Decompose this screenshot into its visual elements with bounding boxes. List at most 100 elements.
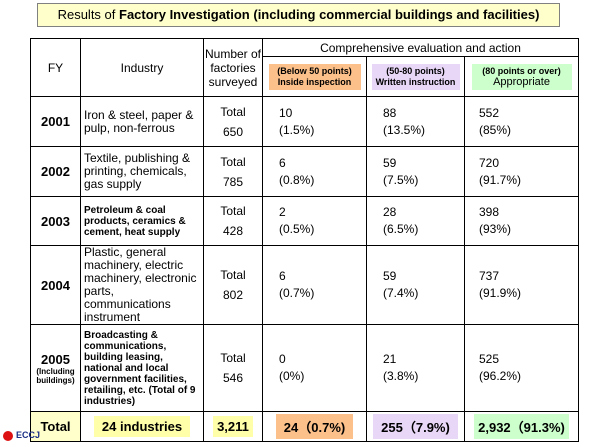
c3-count: 398	[479, 205, 500, 219]
c1-percent: (0.7%)	[279, 286, 315, 300]
total-c2: 255（7.9%)	[373, 414, 458, 439]
eccj-logo: ECCJ	[3, 430, 40, 441]
c1-cell: 10 (1.5%)	[262, 96, 367, 147]
total-value: 650	[222, 124, 244, 139]
industry-cell: Iron & steel, paper & pulp, non-ferrous	[80, 96, 204, 147]
fy-cell: 2001	[30, 96, 81, 147]
table-row: 2001 Iron & steel, paper & pulp, non-fer…	[30, 96, 579, 147]
table-row: 2002 Textile, publishing & printing, che…	[30, 146, 579, 197]
header-fy: FY	[30, 38, 81, 97]
c2-count: 28	[383, 205, 397, 219]
fy-cell: 2003	[30, 196, 81, 246]
c3-cell: 552 (85%)	[464, 96, 579, 147]
c1-count: 10	[279, 105, 293, 120]
header-number: Number of factories surveyed	[203, 38, 263, 97]
page-title: Results of Factory Investigation (includ…	[37, 3, 560, 27]
c2-percent: (6.5%)	[383, 222, 419, 236]
header-c3-b: Appropriate	[493, 75, 550, 88]
total-row: Total 24 industries 3,211 24（0.7%) 255（7…	[30, 411, 579, 442]
header-comprehensive: Comprehensive evaluation and action	[262, 38, 579, 57]
c2-percent: (7.5%)	[383, 172, 419, 187]
c2-percent: (13.5%)	[383, 122, 426, 137]
c3-count: 552	[479, 105, 500, 120]
c2-count: 59	[383, 155, 397, 170]
c3-percent: (85%)	[479, 122, 512, 137]
c2-cell: 59 (7.4%)	[366, 245, 465, 325]
c2-percent: (3.8%)	[383, 369, 419, 383]
c2-cell: 21 (3.8%)	[366, 324, 465, 412]
c1-cell: 0 (0%)	[262, 324, 367, 412]
fy-cell: 2004	[30, 245, 81, 325]
total-number: 3,211	[213, 416, 253, 437]
total-label: Total	[220, 268, 246, 282]
logo-text: ECCJ	[16, 430, 41, 440]
total-cell: Total 650	[203, 96, 263, 147]
industry-cell: Plastic, general machinery, electric mac…	[80, 245, 204, 325]
c3-cell: 525 (96.2%)	[464, 324, 579, 412]
table-row: 2005 (Including buildings) Broadcasting &…	[30, 324, 579, 412]
total-cell: Total 428	[203, 196, 263, 246]
title-bold: Factory Investigation (including commerc…	[119, 7, 540, 22]
industry-cell: Petroleum & coal products, ceramics & ce…	[80, 196, 204, 246]
c2-count: 59	[383, 269, 397, 283]
c1-count: 6	[279, 269, 286, 283]
fy-cell: 2002	[30, 146, 81, 197]
c3-percent: (96.2%)	[479, 369, 522, 383]
c1-count: 6	[279, 155, 286, 170]
c1-count: 0	[279, 352, 286, 366]
c1-percent: (0%)	[279, 369, 305, 383]
table-row: 2003 Petroleum & coal products, ceramics…	[30, 196, 579, 246]
c3-cell: 737 (91.9%)	[464, 245, 579, 325]
total-label: Total	[220, 154, 246, 169]
header-c3-a: (80 points or over)	[482, 65, 561, 76]
total-value: 546	[222, 371, 244, 385]
fy-value: 2004	[41, 277, 70, 293]
c1-count: 2	[279, 205, 286, 219]
c1-percent: (0.5%)	[279, 222, 315, 236]
fy-value: 2002	[41, 164, 70, 179]
fy-value: 2005	[41, 351, 70, 367]
total-cell: Total 546	[203, 324, 263, 412]
industry-cell: Textile, publishing & printing, chemical…	[80, 146, 204, 197]
industry-cell: Broadcasting & communications, building …	[80, 324, 204, 412]
c2-cell: 59 (7.5%)	[366, 146, 465, 197]
total-value: 428	[222, 224, 244, 238]
c2-cell: 88 (13.5%)	[366, 96, 465, 147]
logo-icon	[3, 430, 13, 441]
table-row: 2004 Plastic, general machinery, electri…	[30, 245, 579, 325]
fy-cell: 2005 (Including buildings)	[30, 324, 81, 412]
total-cell: Total 802	[203, 245, 263, 325]
c1-percent: (1.5%)	[279, 122, 315, 137]
c3-count: 525	[479, 352, 500, 366]
c3-count: 720	[479, 155, 500, 170]
fy-note: (Including buildings)	[36, 366, 75, 385]
header-industry: Industry	[80, 38, 204, 97]
c2-count: 88	[383, 105, 397, 120]
c3-percent: (91.7%)	[479, 172, 522, 187]
total-value: 802	[222, 288, 244, 302]
total-label-cell: Total	[30, 411, 81, 442]
c3-cell: 720 (91.7%)	[464, 146, 579, 197]
total-cell: Total 785	[203, 146, 263, 197]
c1-percent: (0.8%)	[279, 172, 315, 187]
header-c3: (80 points or over) Appropriate	[471, 63, 572, 90]
fy-value: 2001	[41, 114, 70, 129]
title-prefix: Results of	[57, 7, 119, 22]
c1-cell: 6 (0.7%)	[262, 245, 367, 325]
c3-percent: (93%)	[479, 222, 512, 236]
header-c1: (Below 50 points) Inside inspection	[268, 63, 361, 90]
c2-count: 21	[383, 352, 397, 366]
c3-percent: (91.9%)	[479, 286, 522, 300]
c1-cell: 2 (0.5%)	[262, 196, 367, 246]
total-value: 785	[222, 174, 244, 189]
total-label: Total	[220, 204, 246, 218]
c3-cell: 398 (93%)	[464, 196, 579, 246]
total-c1: 24（0.7%)	[275, 414, 354, 439]
fy-value: 2003	[41, 213, 70, 229]
total-label: Total	[220, 351, 246, 365]
total-industries: 24 industries	[93, 416, 191, 437]
c3-count: 737	[479, 269, 500, 283]
c2-percent: (7.4%)	[383, 286, 419, 300]
c1-cell: 6 (0.8%)	[262, 146, 367, 197]
c2-cell: 28 (6.5%)	[366, 196, 465, 246]
